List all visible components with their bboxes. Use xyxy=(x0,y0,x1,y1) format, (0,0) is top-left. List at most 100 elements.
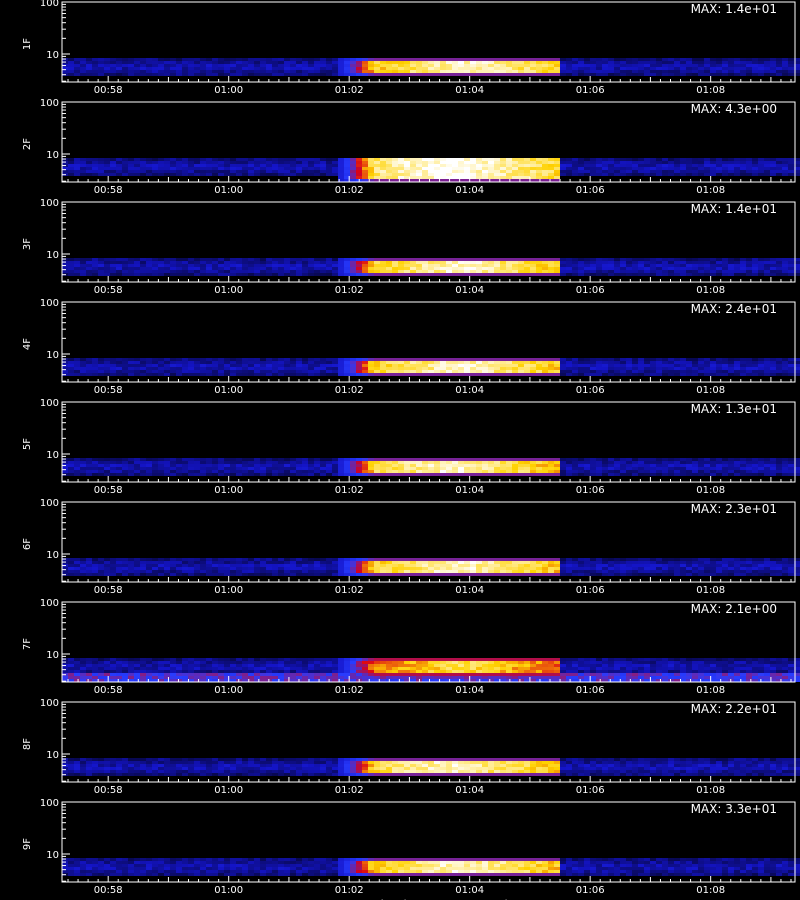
heatmap-cell xyxy=(542,570,548,573)
heatmap-cell xyxy=(530,58,536,61)
heatmap-cell xyxy=(296,161,302,164)
heatmap-cell xyxy=(212,273,218,276)
heatmap-cell xyxy=(620,373,626,376)
heatmap-cell xyxy=(782,273,788,276)
heatmap-cell xyxy=(320,170,326,173)
heatmap-cell xyxy=(710,158,716,161)
heatmap-cell xyxy=(212,264,218,267)
heatmap-cell xyxy=(452,464,458,467)
heatmap-cell xyxy=(206,161,212,164)
heatmap-cell xyxy=(170,464,176,467)
heatmap-cell xyxy=(236,64,242,67)
heatmap-cell xyxy=(710,464,716,467)
heatmap-cell xyxy=(296,458,302,461)
heatmap-cell xyxy=(170,167,176,170)
heatmap-cell xyxy=(794,158,800,161)
heatmap-cell xyxy=(488,73,494,76)
heatmap-cell xyxy=(638,261,644,264)
heatmap-cell xyxy=(140,467,146,470)
heatmap-cell xyxy=(332,461,338,464)
heatmap-cell xyxy=(512,558,518,561)
heatmap-cell xyxy=(296,58,302,61)
heatmap-cell xyxy=(584,573,590,576)
heatmap-cell xyxy=(308,558,314,561)
heatmap-cell xyxy=(242,267,248,270)
heatmap-cell xyxy=(266,67,272,70)
heatmap-cell xyxy=(542,58,548,61)
heatmap-cell xyxy=(518,173,524,176)
heatmap-cell xyxy=(530,370,536,373)
heatmap-cell xyxy=(194,261,200,264)
heatmap-cell xyxy=(572,267,578,270)
heatmap-cell xyxy=(698,367,704,370)
heatmap-cell xyxy=(266,261,272,264)
heatmap-cell xyxy=(746,173,752,176)
heatmap-cell xyxy=(578,473,584,476)
heatmap-cell xyxy=(224,461,230,464)
heatmap-cell xyxy=(446,73,452,76)
heatmap-cell xyxy=(110,273,116,276)
heatmap-cell xyxy=(602,64,608,67)
heatmap-cell xyxy=(674,473,680,476)
heatmap-cell xyxy=(470,561,476,564)
heatmap-cell xyxy=(176,258,182,261)
heatmap-cell xyxy=(140,573,146,576)
heatmap-cell xyxy=(164,370,170,373)
heatmap-cell xyxy=(566,164,572,167)
heatmap-cell xyxy=(644,470,650,473)
heatmap-cell xyxy=(764,470,770,473)
heatmap-cell xyxy=(284,173,290,176)
heatmap-cell xyxy=(512,164,518,167)
heatmap-cell xyxy=(446,458,452,461)
heatmap-cell xyxy=(278,264,284,267)
heatmap-cell xyxy=(80,264,86,267)
heatmap-cell xyxy=(68,564,74,567)
heatmap-cell xyxy=(476,467,482,470)
heatmap-cell xyxy=(104,258,110,261)
heatmap-cell xyxy=(482,176,488,179)
heatmap-cell xyxy=(584,370,590,373)
heatmap-cell xyxy=(314,473,320,476)
heatmap-cell xyxy=(728,273,734,276)
heatmap-cell xyxy=(386,467,392,470)
heatmap-cell xyxy=(164,461,170,464)
heatmap-cell xyxy=(578,464,584,467)
heatmap-cell xyxy=(656,161,662,164)
heatmap-cell xyxy=(302,67,308,70)
heatmap-cell xyxy=(374,261,380,264)
heatmap-cell xyxy=(584,64,590,67)
heatmap-cell xyxy=(68,361,74,364)
heatmap-cell xyxy=(92,70,98,73)
y-tick-label: 10 xyxy=(46,350,59,361)
heatmap-cell xyxy=(416,461,422,464)
heatmap-cell xyxy=(482,70,488,73)
heatmap-cell xyxy=(170,158,176,161)
heatmap-cell xyxy=(302,273,308,276)
heatmap-cell xyxy=(326,261,332,264)
heatmap-cell xyxy=(242,167,248,170)
heatmap-cell xyxy=(560,373,566,376)
heatmap-cell xyxy=(206,270,212,273)
heatmap-cell xyxy=(272,561,278,564)
heatmap-cell xyxy=(458,470,464,473)
heatmap-cell xyxy=(512,170,518,173)
heatmap-cell xyxy=(368,470,374,473)
heatmap-cell xyxy=(452,161,458,164)
heatmap-cell xyxy=(386,261,392,264)
heatmap-cell xyxy=(596,258,602,261)
heatmap-cell xyxy=(548,370,554,373)
heatmap-cell xyxy=(560,58,566,61)
heatmap-cell xyxy=(344,270,350,273)
heatmap-cell xyxy=(686,67,692,70)
heatmap-cell xyxy=(92,264,98,267)
heatmap-cell xyxy=(158,61,164,64)
x-tick-label: 01:08 xyxy=(696,385,725,396)
heatmap-cell xyxy=(470,173,476,176)
heatmap-cell xyxy=(674,470,680,473)
heatmap-cell xyxy=(68,273,74,276)
heatmap-cell xyxy=(452,70,458,73)
heatmap-cell xyxy=(758,170,764,173)
heatmap-cell xyxy=(422,561,428,564)
heatmap-cell xyxy=(146,561,152,564)
heatmap-cell xyxy=(320,470,326,473)
